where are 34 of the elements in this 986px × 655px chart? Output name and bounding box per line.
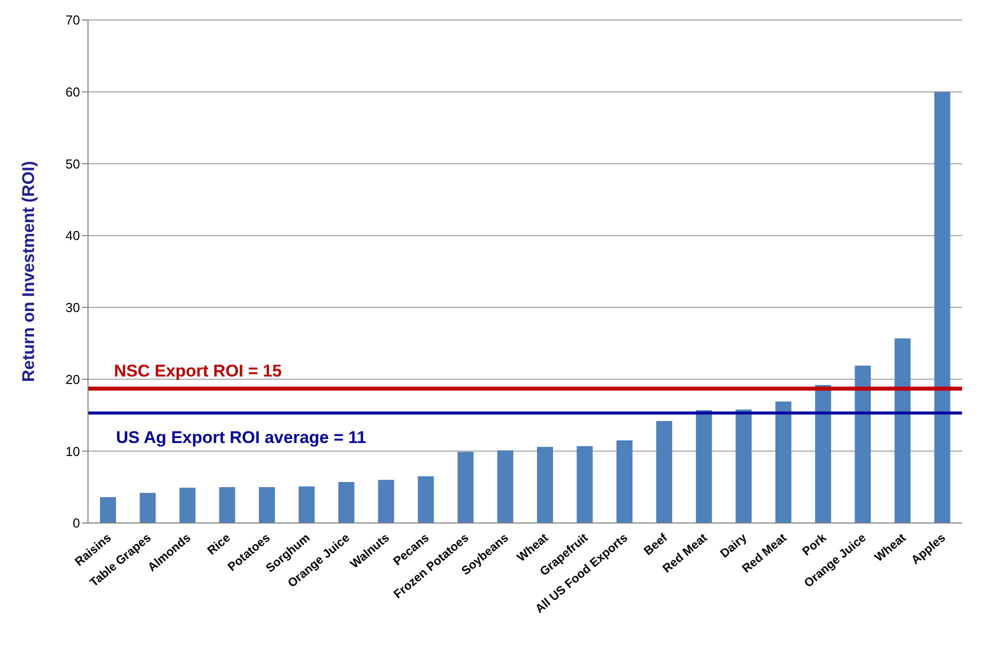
y-axis-title: Return on Investment (ROI) — [19, 160, 38, 382]
bar — [219, 487, 236, 523]
bar — [696, 410, 712, 523]
y-tick-label: 70 — [66, 12, 80, 28]
y-tick-label: 20 — [66, 372, 80, 387]
bar — [894, 338, 911, 523]
bar — [378, 480, 394, 523]
bar — [815, 385, 832, 523]
y-tick-label: 50 — [66, 156, 80, 172]
bar — [100, 497, 116, 523]
bar — [140, 492, 156, 523]
y-tick-label: 60 — [66, 84, 80, 100]
bar — [736, 409, 752, 523]
bar — [854, 366, 871, 523]
x-tick-label: Rice — [204, 530, 234, 558]
bar — [934, 92, 950, 523]
bar — [497, 450, 514, 523]
annotation: US Ag Export ROI average = 11 — [116, 428, 366, 448]
y-tick-label: 10 — [66, 444, 80, 459]
annotation: NSC Export ROI = 15 — [114, 362, 282, 381]
bar — [656, 420, 672, 523]
bar — [458, 452, 474, 523]
bar — [775, 402, 792, 523]
bar — [298, 486, 315, 523]
y-tick-label: 0 — [72, 516, 80, 531]
bar — [537, 446, 553, 523]
bar — [616, 440, 632, 523]
bar — [576, 446, 593, 523]
bar — [418, 476, 434, 523]
y-tick-label: 30 — [66, 300, 80, 316]
bar — [338, 482, 354, 523]
bar — [179, 488, 196, 523]
bar — [258, 487, 275, 523]
y-tick-label: 40 — [66, 228, 80, 244]
